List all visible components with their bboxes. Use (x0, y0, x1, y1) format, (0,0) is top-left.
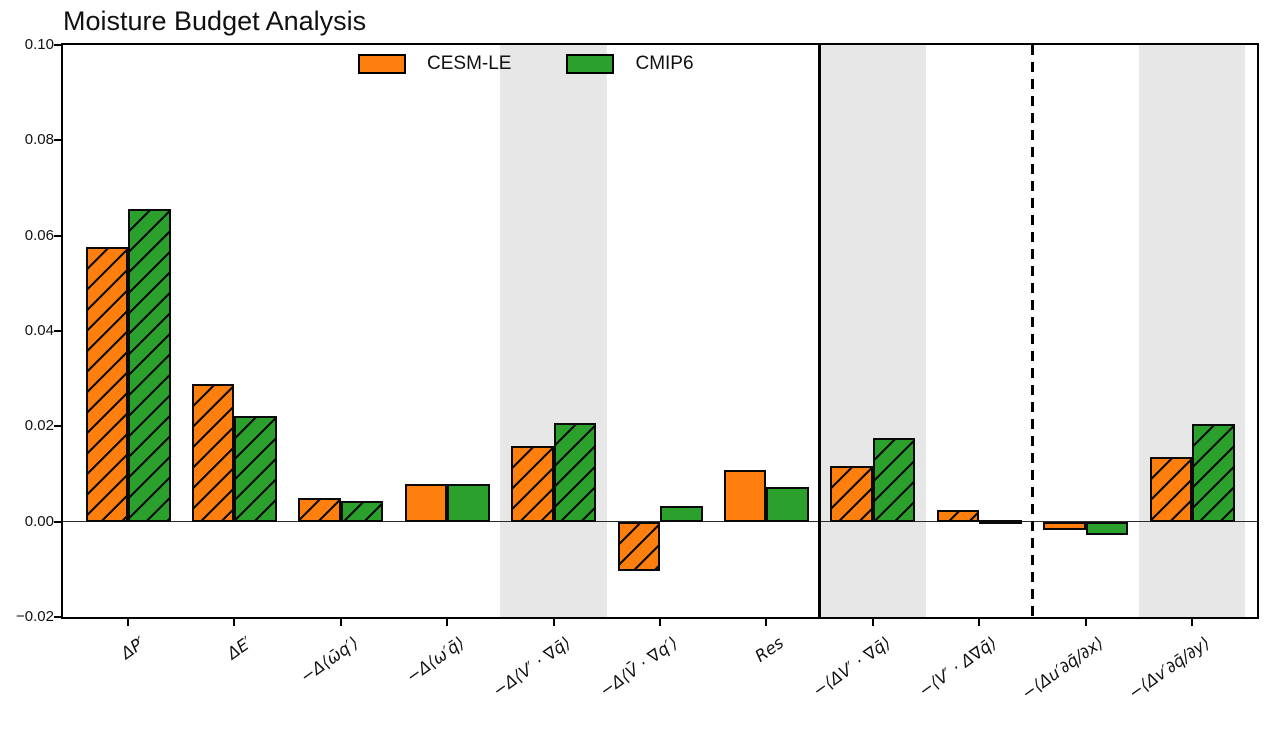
y-tick-label: 0.00 (24, 512, 54, 530)
bar-cesm-le-6 (723, 470, 767, 522)
x-tick-mark (765, 619, 768, 626)
bar-cesm-le-2 (298, 497, 341, 522)
x-tick-mark (871, 619, 874, 626)
plot-area (63, 45, 1257, 617)
x-tick-label: ΔP′ (117, 633, 149, 663)
x-tick-label: −⟨V′ · Δ∇q̄⟩ (915, 633, 1001, 701)
y-tick-label: 0.08 (24, 131, 54, 149)
bar-cmip6-6 (766, 486, 809, 522)
bar-cmip6-4 (553, 422, 597, 522)
x-tick-mark (978, 619, 981, 626)
bar-cmip6-1 (234, 415, 277, 522)
y-tick-mark (54, 425, 61, 428)
bar-cmip6-8 (979, 519, 1022, 524)
x-tick-label: −⟨Δu′∂q̄/∂x⟩ (1017, 633, 1107, 704)
bar-cmip6-0 (128, 209, 171, 522)
separator-dashed (1031, 45, 1034, 617)
separator-solid (818, 45, 821, 617)
x-tick-mark (552, 619, 555, 626)
y-tick-mark (54, 44, 61, 46)
bar-cmip6-5 (660, 505, 703, 522)
y-tick-mark (54, 139, 61, 142)
legend-item: CMIP6 (566, 53, 694, 75)
bar-cmip6-2 (340, 500, 384, 522)
bar-cesm-le-5 (617, 521, 660, 571)
bar-cmip6-7 (872, 437, 916, 522)
legend-label: CMIP6 (635, 53, 694, 74)
shaded-band (819, 45, 926, 617)
x-tick-label: −Δ⟨V̄ · ∇q′⟩ (596, 633, 681, 701)
x-tick-mark (233, 619, 236, 626)
x-tick-label: −⟨ΔV′ · ∇q̄⟩ (808, 633, 894, 701)
x-tick-mark (339, 619, 342, 626)
bar-cesm-le-7 (830, 466, 873, 522)
bar-cesm-le-4 (511, 446, 554, 522)
zero-line (63, 521, 1257, 523)
x-tick-mark (1191, 619, 1193, 626)
legend: CESM-LE CMIP6 (358, 51, 694, 77)
x-tick-mark (659, 619, 661, 626)
legend-item: CESM-LE (358, 53, 511, 75)
bar-cesm-le-0 (85, 246, 128, 522)
x-tick-label: −⟨Δv′∂q̄/∂y⟩ (1124, 633, 1213, 703)
bar-cmip6-10 (1192, 423, 1235, 522)
x-tick-label: −Δ⟨V′ · ∇q̄⟩ (489, 633, 575, 701)
chart-title: Moisture Budget Analysis (63, 6, 367, 36)
x-tick-mark (1084, 619, 1087, 626)
x-tick-label: −Δ⟨ω′q̄⟩ (403, 633, 469, 687)
shaded-band (1138, 45, 1246, 617)
bar-cmip6-9 (1085, 521, 1129, 536)
x-tick-label: −Δ⟨ω̄q′⟩ (296, 633, 362, 687)
legend-swatch-cesm-le (358, 54, 406, 74)
shaded-band (500, 45, 607, 617)
y-tick-label: −0.02 (16, 608, 54, 625)
bar-cmip6-3 (447, 484, 490, 522)
x-tick-mark (127, 619, 129, 626)
y-tick-label: 0.02 (24, 417, 54, 435)
y-tick-mark (54, 234, 61, 237)
bar-cesm-le-8 (936, 510, 980, 522)
bar-cesm-le-1 (191, 383, 235, 522)
bar-cesm-le-9 (1043, 521, 1086, 531)
y-tick-mark (54, 330, 61, 332)
x-tick-mark (446, 619, 449, 626)
x-tick-label: ΔE′ (223, 633, 256, 664)
y-tick-mark (54, 520, 61, 523)
bar-cesm-le-10 (1149, 457, 1192, 522)
x-tick-label: Res (751, 633, 788, 666)
legend-swatch-cmip6 (566, 54, 615, 74)
legend-label: CESM-LE (427, 53, 512, 74)
y-tick-label: 0.06 (24, 226, 54, 244)
y-tick-label: 0.04 (24, 322, 54, 339)
y-tick-label: 0.10 (24, 36, 54, 53)
y-tick-mark (54, 616, 61, 618)
bar-cesm-le-3 (404, 483, 448, 522)
